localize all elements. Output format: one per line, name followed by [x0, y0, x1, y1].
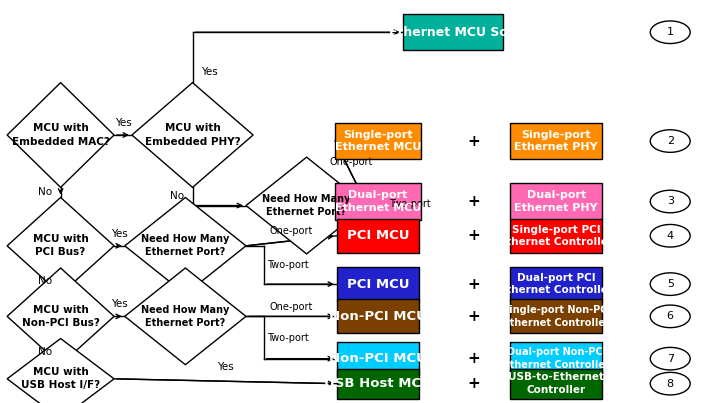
- FancyBboxPatch shape: [510, 341, 602, 376]
- Text: Single-port
Ethernet MCU: Single-port Ethernet MCU: [334, 130, 421, 152]
- Text: MCU with
Non-PCI Bus?: MCU with Non-PCI Bus?: [21, 305, 100, 328]
- Text: Dual-port PCI
Ethernet Controller: Dual-port PCI Ethernet Controller: [499, 273, 613, 295]
- Text: +: +: [468, 376, 481, 391]
- Text: Two-port: Two-port: [267, 332, 309, 343]
- Polygon shape: [7, 83, 114, 187]
- Text: USB-to-Ethernet
Controller: USB-to-Ethernet Controller: [508, 372, 604, 395]
- Text: MCU with
USB Host I/F?: MCU with USB Host I/F?: [21, 367, 100, 391]
- Text: Single-port
Ethernet PHY: Single-port Ethernet PHY: [514, 130, 598, 152]
- FancyBboxPatch shape: [335, 123, 421, 159]
- Text: No: No: [38, 187, 52, 197]
- Text: +: +: [468, 351, 481, 366]
- Text: MCU with
Embedded MAC?: MCU with Embedded MAC?: [11, 123, 110, 147]
- Text: Two-port: Two-port: [389, 199, 431, 208]
- Text: No: No: [38, 276, 52, 286]
- Text: Yes: Yes: [111, 229, 128, 239]
- FancyBboxPatch shape: [403, 14, 503, 50]
- Text: One-port: One-port: [270, 226, 313, 236]
- Text: 2: 2: [667, 136, 674, 146]
- Text: Yes: Yes: [115, 118, 131, 128]
- FancyBboxPatch shape: [510, 123, 602, 159]
- FancyBboxPatch shape: [337, 218, 419, 253]
- Text: Yes: Yes: [217, 361, 234, 372]
- Polygon shape: [132, 83, 253, 187]
- Text: Single-port PCI
Ethernet Controller: Single-port PCI Ethernet Controller: [499, 224, 613, 247]
- Text: MCU with
Embedded PHY?: MCU with Embedded PHY?: [145, 123, 240, 147]
- FancyBboxPatch shape: [337, 299, 419, 334]
- Text: Need How Many
Ethernet Port?: Need How Many Ethernet Port?: [262, 194, 351, 217]
- Text: Need How Many
Ethernet Port?: Need How Many Ethernet Port?: [141, 305, 230, 328]
- Text: 4: 4: [667, 231, 674, 241]
- Text: No: No: [170, 191, 184, 202]
- Text: +: +: [468, 309, 481, 324]
- Text: 3: 3: [667, 197, 674, 206]
- FancyBboxPatch shape: [510, 183, 602, 220]
- FancyBboxPatch shape: [510, 299, 602, 334]
- Text: PCI MCU: PCI MCU: [347, 229, 409, 242]
- Text: Non-PCI MCU: Non-PCI MCU: [329, 310, 427, 323]
- Text: Dual-port
Ethernet PHY: Dual-port Ethernet PHY: [514, 190, 598, 213]
- Text: Ethernet MCU SoC: Ethernet MCU SoC: [389, 26, 517, 39]
- FancyBboxPatch shape: [510, 218, 602, 253]
- Polygon shape: [7, 197, 114, 294]
- Text: 7: 7: [667, 354, 674, 364]
- FancyBboxPatch shape: [337, 368, 419, 399]
- FancyBboxPatch shape: [510, 368, 602, 399]
- Text: Need How Many
Ethernet Port?: Need How Many Ethernet Port?: [141, 234, 230, 258]
- Polygon shape: [246, 157, 367, 254]
- Text: PCI MCU: PCI MCU: [347, 278, 409, 291]
- Polygon shape: [7, 339, 114, 403]
- FancyBboxPatch shape: [335, 183, 421, 220]
- Text: No: No: [38, 347, 52, 357]
- Text: +: +: [468, 276, 481, 292]
- Text: One-port: One-port: [270, 301, 313, 312]
- Text: MCU with
PCI Bus?: MCU with PCI Bus?: [33, 234, 88, 258]
- Polygon shape: [125, 268, 246, 365]
- Text: +: +: [468, 194, 481, 209]
- Text: +: +: [468, 228, 481, 243]
- Polygon shape: [7, 268, 114, 365]
- Text: Yes: Yes: [201, 66, 217, 77]
- Text: One-port: One-port: [329, 157, 373, 167]
- Text: Two-port: Two-port: [267, 260, 309, 270]
- FancyBboxPatch shape: [510, 267, 602, 301]
- Polygon shape: [125, 197, 246, 294]
- Text: +: +: [468, 133, 481, 149]
- Text: Single-port Non-PCI
Ethernet Controller: Single-port Non-PCI Ethernet Controller: [502, 305, 610, 328]
- Text: 1: 1: [667, 27, 674, 37]
- Text: Dual-port
Ethernet MCU: Dual-port Ethernet MCU: [334, 190, 421, 213]
- Text: Yes: Yes: [111, 299, 128, 309]
- Text: 8: 8: [667, 379, 674, 388]
- Text: 6: 6: [667, 312, 674, 321]
- FancyBboxPatch shape: [337, 341, 419, 376]
- FancyBboxPatch shape: [337, 267, 419, 301]
- Text: USB Host MCU: USB Host MCU: [324, 377, 432, 390]
- Text: Dual-port Non-PCI
Ethernet Controller: Dual-port Non-PCI Ethernet Controller: [503, 347, 610, 370]
- Text: 5: 5: [667, 279, 674, 289]
- Text: Non-PCI MCU: Non-PCI MCU: [329, 352, 427, 365]
